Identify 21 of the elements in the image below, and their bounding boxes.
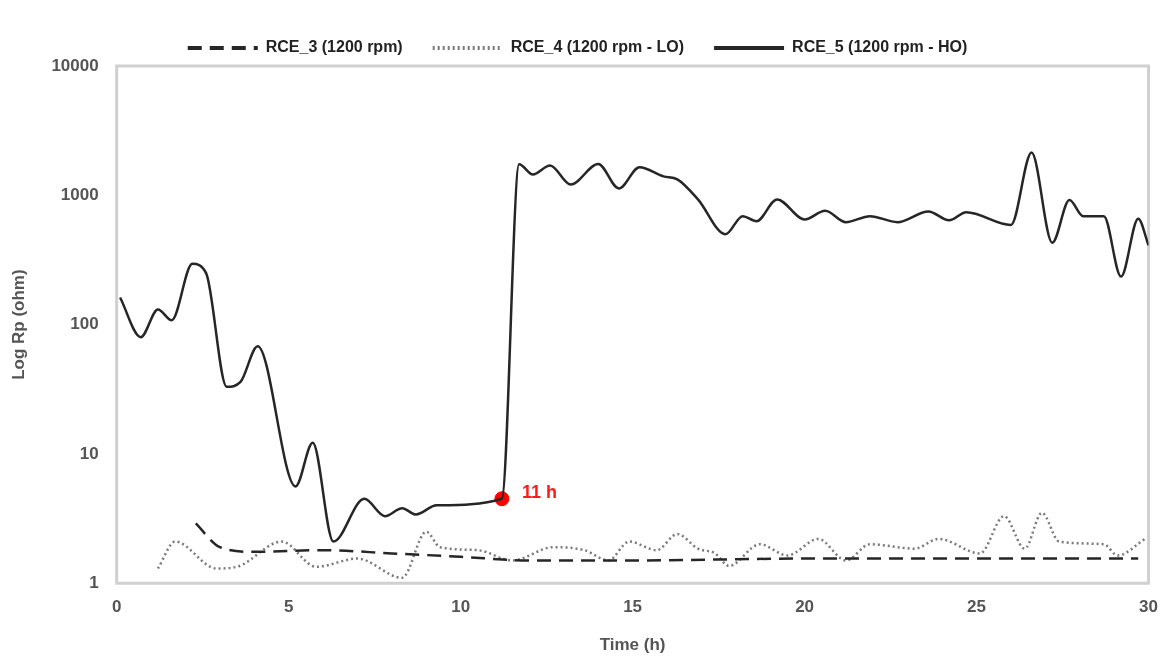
line-series — [118, 151, 1149, 543]
y-tick-label: 10000 — [51, 55, 99, 75]
annotation: 11 h — [521, 481, 557, 502]
x-tick-label: 5 — [283, 597, 294, 617]
x-tick-label: 20 — [795, 597, 815, 617]
x-tick-label: 30 — [1139, 597, 1159, 617]
y-tick-label: 1000 — [60, 184, 99, 204]
x-tick-label: 10 — [451, 597, 471, 617]
x-tick-label: 0 — [111, 597, 122, 617]
x-tick-label: 25 — [967, 597, 987, 617]
x-tick-label: 15 — [623, 597, 643, 617]
y-tick-label: 1 — [89, 572, 99, 592]
line-series — [156, 511, 1147, 580]
y-tick-label: 100 — [70, 314, 99, 334]
line-series — [194, 522, 1140, 562]
legend-label: RCE_4 (1200 rpm - LO) — [510, 38, 685, 56]
legend-label: RCE_3 (1200 rpm) — [265, 38, 403, 56]
y-tick-label: 10 — [79, 443, 99, 463]
y-axis-title: Log Rp (ohm) — [8, 269, 28, 380]
legend-label: RCE_5 (1200 rpm - HO) — [792, 38, 968, 56]
x-axis-title: Time (h) — [599, 635, 666, 655]
